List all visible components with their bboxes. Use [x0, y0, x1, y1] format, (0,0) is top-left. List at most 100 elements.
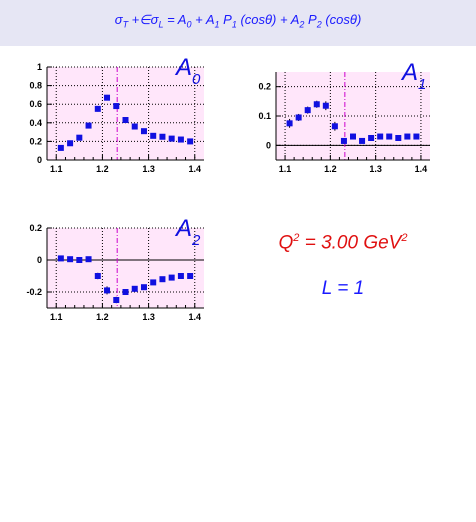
- data-point: [57, 255, 64, 262]
- data-point: [122, 289, 129, 295]
- data-point: [331, 123, 338, 130]
- data-point: [350, 133, 356, 140]
- data-point: [150, 279, 157, 286]
- x-tick-label: 1.2: [96, 164, 109, 174]
- data-point: [67, 256, 74, 263]
- plots-svg: 1.1 1.2 1.3 1.400.20.40.60.81 A 01.1 1.2 1.3 1.4…: [26, 54, 430, 322]
- data-point: [295, 114, 302, 121]
- x-tick-label: 1.3: [142, 164, 155, 174]
- data-point: [85, 256, 92, 263]
- formula-sub: L: [158, 19, 164, 30]
- x-tick-label: 1.4: [189, 312, 202, 322]
- data-point: [140, 128, 147, 135]
- panel-label: A: [400, 59, 418, 86]
- formula-sub: 1: [214, 19, 220, 30]
- data-point: [104, 94, 111, 101]
- panel-label: A: [174, 54, 192, 81]
- formula-sub: 0: [186, 19, 192, 30]
- data-point: [313, 101, 320, 108]
- formula-part: (cosθ): [321, 12, 362, 27]
- data-point: [386, 133, 393, 140]
- data-point: [286, 120, 293, 127]
- panel-label-sub: 0: [192, 71, 201, 88]
- plot-panel: 1.1 1.2 1.3 1.4 0 0.2 0.4 0.6 0.8 1 A 0 1.1 1.2 1.3 1.4…: [0, 46, 476, 522]
- data-point: [159, 276, 166, 283]
- formula-part: P: [219, 12, 232, 27]
- formula-part: σ: [114, 12, 123, 27]
- y-tick-label: 0.1: [258, 111, 271, 121]
- formula-title: σT +∈σL = A0 + A1 P1 (cosθ) + A2 P2 (cos…: [0, 12, 476, 30]
- y-tick-label: 0: [37, 255, 42, 265]
- data-point: [304, 107, 311, 114]
- data-point: [113, 297, 120, 303]
- y-tick-label: 0.2: [258, 82, 271, 92]
- formula-sub: 1: [231, 19, 237, 30]
- data-point: [187, 138, 194, 145]
- data-point: [122, 117, 129, 124]
- formula-sub: 2: [316, 19, 322, 30]
- y-tick-label: 0: [37, 155, 42, 165]
- y-tick-label: 0.2: [29, 136, 42, 146]
- data-point: [94, 273, 101, 279]
- x-tick-label: 1.1: [50, 164, 63, 174]
- panel-label-sub: 1: [418, 76, 426, 93]
- y-tick-label: 1: [37, 62, 42, 72]
- data-point: [404, 133, 411, 140]
- plot-area: [47, 67, 204, 160]
- x-tick-label: 1.4: [189, 164, 202, 174]
- formula-part: P: [304, 12, 317, 27]
- data-point: [340, 137, 347, 144]
- data-point: [150, 132, 157, 139]
- data-point: [76, 257, 83, 263]
- formula-part: + A: [191, 12, 215, 27]
- x-tick-label: 1.4: [415, 164, 428, 174]
- x-tick-label: 1.3: [142, 312, 155, 322]
- data-point: [322, 102, 329, 109]
- q2-value: = 3.00 GeV: [299, 232, 402, 254]
- data-point: [187, 273, 194, 279]
- data-point: [377, 133, 384, 140]
- data-point: [359, 137, 366, 144]
- data-point: [177, 136, 184, 143]
- x-tick-label: 1.3: [369, 164, 382, 174]
- y-tick-label: -0.2: [26, 287, 42, 297]
- data-point: [57, 144, 64, 151]
- x-tick-label: 1.1: [279, 164, 292, 174]
- q2-unit-sup: 2: [401, 232, 408, 244]
- y-tick-label: 0.4: [29, 118, 42, 128]
- y-tick-label: 0.6: [29, 99, 42, 109]
- l-label: L = 1: [321, 278, 365, 299]
- formula-part: = A: [163, 12, 187, 27]
- y-tick-label: 0.2: [29, 223, 42, 233]
- q2-symbol: Q: [278, 232, 294, 254]
- data-point: [168, 135, 175, 142]
- x-tick-label: 1.2: [96, 312, 109, 322]
- panel-label: A: [174, 215, 192, 242]
- q2-sup: 2: [293, 232, 300, 244]
- header-bar: σT +∈σL = A0 + A1 P1 (cosθ) + A2 P2 (cos…: [0, 0, 476, 46]
- panel-label-sub: 2: [191, 232, 201, 249]
- data-point: [395, 135, 402, 141]
- formula-sub: T: [122, 19, 129, 30]
- data-point: [113, 103, 120, 110]
- x-tick-label: 1.1: [50, 312, 63, 322]
- q2-label: Q2 = 3.00 GeV2: [248, 232, 438, 254]
- data-point: [76, 134, 83, 141]
- data-point: [67, 140, 74, 147]
- formula-part: (cosθ) + A: [236, 12, 300, 27]
- data-point: [368, 135, 375, 141]
- data-point: [413, 133, 420, 140]
- formula-part: +∈σ: [128, 12, 159, 27]
- data-point: [140, 284, 147, 291]
- data-point: [177, 273, 184, 279]
- formula-sub: 2: [299, 19, 305, 30]
- data-point: [159, 133, 166, 140]
- data-point: [94, 105, 101, 112]
- y-tick-label: 0.8: [29, 81, 42, 91]
- data-point: [131, 123, 138, 130]
- data-point: [168, 274, 175, 281]
- data-point: [85, 122, 92, 129]
- y-tick-label: 0: [266, 140, 271, 150]
- data-point: [104, 287, 111, 294]
